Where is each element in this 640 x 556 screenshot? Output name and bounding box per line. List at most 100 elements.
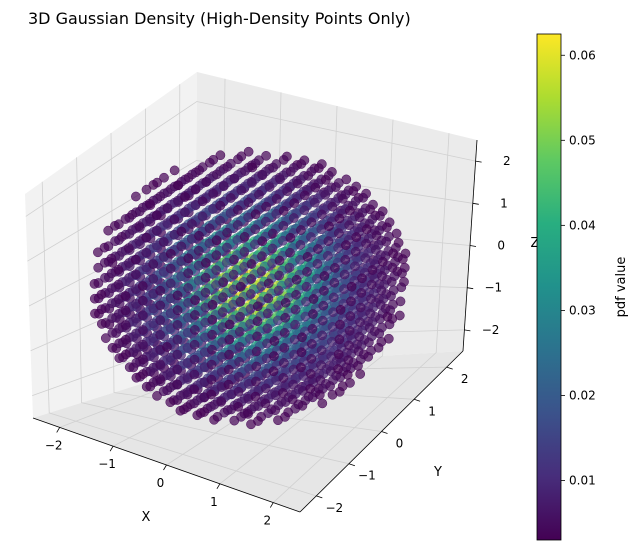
scatter-point xyxy=(257,236,268,247)
scatter-point xyxy=(235,296,246,307)
scatter-point xyxy=(387,262,398,273)
colorbar: 0.01 0.02 0.03 0.04 0.05 0.06 pdf value xyxy=(536,33,629,541)
scatter-point xyxy=(251,376,261,387)
scatter-point xyxy=(243,146,254,157)
scatter-point xyxy=(225,193,236,203)
scatter-point xyxy=(356,288,367,298)
scatter-point xyxy=(250,391,261,402)
scatter-point xyxy=(285,166,296,177)
scatter-point xyxy=(299,190,310,201)
scatter-point xyxy=(155,374,165,385)
scatter-point xyxy=(138,325,148,335)
x-tick-label: 2 xyxy=(263,514,271,528)
z-tick-label: 1 xyxy=(500,196,508,210)
scatter-point xyxy=(313,244,323,254)
scatter-point xyxy=(176,226,187,237)
scatter-point xyxy=(330,182,341,192)
scatter-point xyxy=(305,383,315,394)
colorbar-tick-label: 0.05 xyxy=(569,133,596,147)
scatter-point xyxy=(190,310,200,320)
scatter-point xyxy=(366,294,376,304)
scatter-point xyxy=(211,250,222,261)
x-tick-mark xyxy=(56,427,61,433)
scatter-point xyxy=(204,157,215,168)
scatter-point xyxy=(361,224,372,234)
scatter-point xyxy=(346,296,356,307)
scatter-point xyxy=(228,269,239,280)
scatter-point xyxy=(189,369,200,380)
scatter-point xyxy=(183,268,194,279)
scatter-point xyxy=(355,317,365,327)
scatter-point xyxy=(295,240,306,250)
scatter-point xyxy=(315,375,326,385)
scatter-point xyxy=(334,386,345,397)
scatter-point xyxy=(222,161,233,172)
scatter-point xyxy=(341,240,351,250)
scatter-point xyxy=(189,339,200,350)
scatter-point xyxy=(223,364,234,375)
scatter-point xyxy=(155,315,166,326)
y-axis-label: Y xyxy=(433,465,442,480)
scatter-point xyxy=(216,397,227,407)
scatter-point xyxy=(121,349,131,360)
y-tick-label: −2 xyxy=(325,501,343,515)
scatter-point xyxy=(246,259,257,269)
y-tick-label: 2 xyxy=(461,372,469,386)
scatter-point xyxy=(345,311,356,321)
scatter-point xyxy=(290,304,301,315)
scatter-point xyxy=(323,236,334,246)
scatter-point xyxy=(316,209,327,220)
scatter-point xyxy=(346,281,357,292)
scatter-point xyxy=(290,319,300,330)
scatter-point xyxy=(291,274,302,285)
scatter-point xyxy=(172,379,182,390)
scatter-point xyxy=(279,343,290,353)
scatter-point xyxy=(284,262,295,273)
scatter-point xyxy=(222,242,232,253)
y-tick-label: 1 xyxy=(428,404,436,418)
scatter-point xyxy=(169,165,180,176)
y-tick-mark xyxy=(446,366,453,370)
scatter-point xyxy=(344,340,354,351)
scatter-point xyxy=(138,339,148,350)
scatter-point xyxy=(245,289,256,299)
scatter-point xyxy=(261,201,271,212)
scatter-point xyxy=(316,360,326,370)
scatter-point xyxy=(292,178,303,189)
grid-line-y xyxy=(41,181,317,497)
scatter-point xyxy=(364,337,374,348)
scatter-point xyxy=(353,360,363,371)
scatter-point xyxy=(207,344,217,355)
scatter-point xyxy=(165,278,176,289)
scatter-point xyxy=(158,237,169,247)
scatter-point xyxy=(152,391,162,401)
chart-title: 3D Gaussian Density (High-Density Points… xyxy=(28,9,411,28)
y-tick-mark xyxy=(413,398,421,402)
scatter-point xyxy=(370,245,381,255)
grid-line-x xyxy=(219,119,394,485)
scatter-point xyxy=(137,310,148,321)
scatter-point xyxy=(386,291,396,301)
scatter-point xyxy=(110,220,120,231)
scatter-point xyxy=(148,259,159,269)
scatter-point xyxy=(96,289,107,300)
z-tick-label: 2 xyxy=(503,154,511,168)
scatter-point xyxy=(138,369,148,379)
scatter-point xyxy=(348,186,359,196)
scatter-point xyxy=(207,299,218,310)
z-tick-label: −1 xyxy=(484,281,502,295)
scatter-point xyxy=(148,180,159,190)
scatter-point xyxy=(254,189,264,200)
scatter-point xyxy=(218,181,229,192)
scatter-point xyxy=(250,209,261,220)
scatter-point xyxy=(269,336,280,346)
scatter-point xyxy=(106,253,117,264)
scatter-point xyxy=(280,412,290,422)
scatter-point xyxy=(130,269,141,280)
scatter-point xyxy=(376,285,387,296)
scatter-point xyxy=(320,189,331,200)
scatter-point xyxy=(261,150,271,161)
scatter-point xyxy=(172,320,183,330)
scatter-point xyxy=(141,232,152,243)
scatter-point xyxy=(201,257,211,268)
